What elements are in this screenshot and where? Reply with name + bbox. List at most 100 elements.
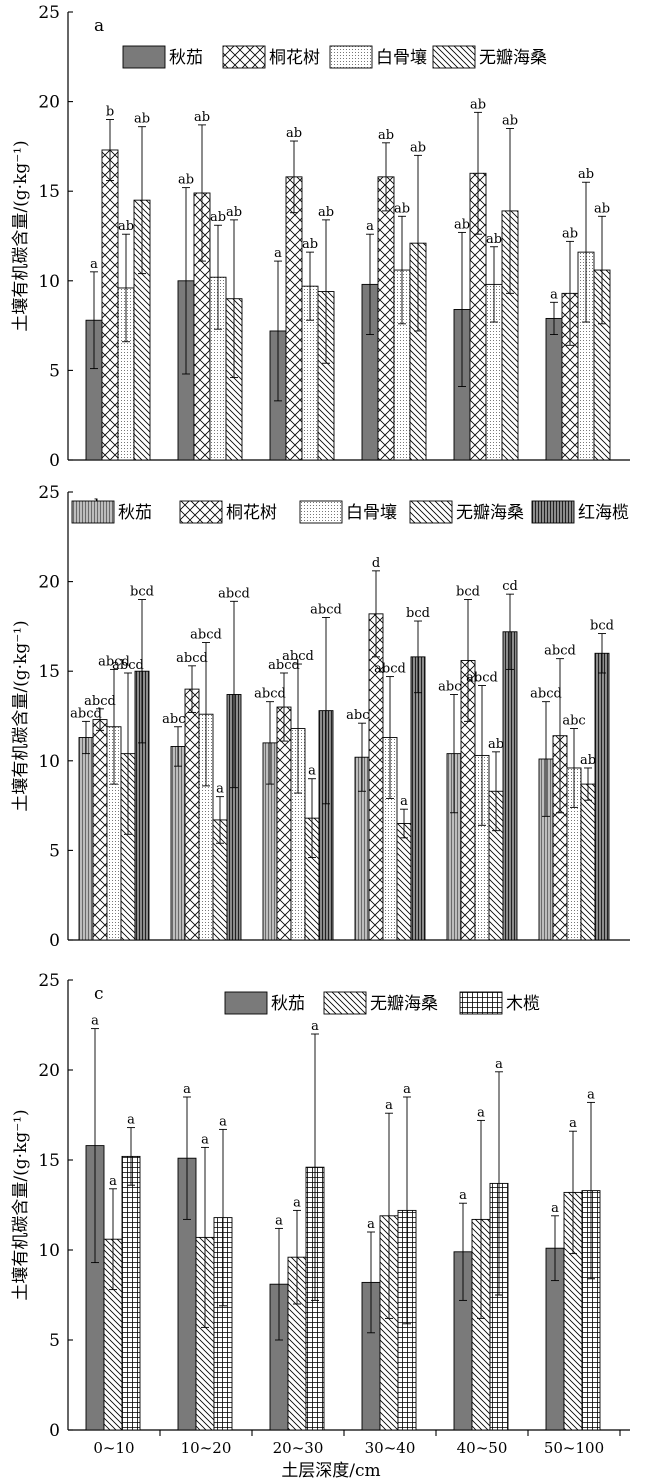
- bar: [92, 719, 108, 941]
- significance-label: ab: [318, 205, 334, 220]
- legend-swatch: [432, 45, 476, 69]
- significance-label: a: [308, 764, 316, 779]
- x-tick-label: 10~20: [181, 1439, 232, 1457]
- legend-label: 秋茄: [169, 48, 203, 68]
- y-tick-label: 20: [38, 573, 60, 593]
- significance-label: a: [569, 1116, 577, 1131]
- significance-label: a: [403, 1082, 411, 1097]
- bar: [285, 176, 303, 461]
- legend-label: 秋茄: [118, 503, 152, 523]
- bar: [101, 149, 119, 461]
- significance-label: ab: [578, 167, 594, 182]
- significance-label: cd: [502, 579, 518, 594]
- significance-label: ab: [488, 737, 504, 752]
- legend-swatch: [329, 45, 373, 69]
- panel-label: c: [94, 984, 104, 1004]
- y-tick-label: 10: [38, 272, 60, 292]
- y-tick-label: 0: [49, 1421, 60, 1441]
- significance-label: ab: [502, 113, 518, 128]
- y-tick-label: 20: [38, 1061, 60, 1081]
- significance-label: abcd: [310, 602, 342, 617]
- legend-label: 白骨壤: [346, 502, 397, 523]
- significance-label: bcd: [590, 619, 614, 634]
- chart-panel-b: 0510152025土壤有机碳含量/(g·kg⁻¹)babcdabcdabcda…: [10, 483, 630, 951]
- y-axis-title: 土壤有机碳含量/(g·kg⁻¹): [10, 1109, 31, 1300]
- significance-label: ab: [194, 110, 210, 125]
- bar: [170, 746, 186, 941]
- significance-label: a: [550, 287, 558, 302]
- significance-label: a: [551, 1201, 559, 1216]
- significance-label: abcd: [544, 644, 576, 659]
- bar: [410, 656, 426, 941]
- legend-label: 无瓣海桑: [370, 994, 438, 1014]
- y-tick-label: 15: [38, 1151, 60, 1171]
- significance-label: ab: [210, 210, 226, 225]
- legend-swatch: [222, 45, 266, 69]
- x-axis-title: 土层深度/cm: [281, 1461, 380, 1481]
- x-tick-label: 0~10: [93, 1439, 134, 1457]
- significance-label: ab: [302, 237, 318, 252]
- y-tick-label: 10: [38, 1241, 60, 1261]
- legend-label: 无瓣海桑: [479, 48, 547, 68]
- significance-label: abc: [562, 714, 585, 729]
- legend-swatch: [459, 991, 503, 1015]
- significance-label: abcd: [282, 649, 314, 664]
- significance-label: abcd: [268, 658, 300, 673]
- significance-label: a: [183, 1082, 191, 1097]
- significance-label: ab: [134, 112, 150, 127]
- significance-label: bcd: [406, 606, 430, 621]
- y-axis-title: 土壤有机碳含量/(g·kg⁻¹): [10, 620, 31, 811]
- significance-label: ab: [378, 128, 394, 143]
- significance-label: bcd: [456, 585, 480, 600]
- y-tick-label: 0: [49, 451, 60, 471]
- significance-label: a: [385, 1098, 393, 1113]
- significance-label: a: [274, 246, 282, 261]
- significance-label: abcd: [112, 658, 144, 673]
- bar: [377, 176, 395, 461]
- legend-swatch: [299, 500, 343, 524]
- significance-label: a: [91, 1014, 99, 1029]
- significance-label: ab: [178, 173, 194, 188]
- significance-label: a: [311, 1019, 319, 1034]
- significance-label: abcd: [190, 628, 222, 643]
- significance-label: abcd: [84, 694, 116, 709]
- x-tick-label: 30~40: [365, 1439, 416, 1457]
- significance-label: ab: [562, 226, 578, 241]
- significance-label: ab: [486, 232, 502, 247]
- bar: [545, 317, 563, 461]
- bar: [594, 652, 610, 941]
- significance-label: ab: [226, 205, 242, 220]
- x-tick-label: 20~30: [273, 1439, 324, 1457]
- y-tick-label: 20: [38, 93, 60, 113]
- legend-label: 白骨壤: [376, 47, 427, 68]
- significance-label: a: [495, 1057, 503, 1072]
- legend-swatch: [531, 500, 575, 524]
- legend-swatch: [179, 500, 223, 524]
- significance-label: ab: [454, 217, 470, 232]
- y-axis-title: 土壤有机碳含量/(g·kg⁻¹): [10, 140, 31, 331]
- significance-label: ab: [594, 201, 610, 216]
- significance-label: a: [587, 1087, 595, 1102]
- y-tick-label: 5: [49, 1331, 60, 1351]
- y-tick-label: 25: [38, 483, 60, 503]
- bar: [78, 737, 94, 941]
- significance-label: a: [275, 1213, 283, 1228]
- bar: [580, 783, 596, 941]
- y-tick-label: 15: [38, 662, 60, 682]
- y-tick-label: 5: [49, 841, 60, 861]
- significance-label: b: [106, 105, 114, 120]
- significance-label: abcd: [218, 586, 250, 601]
- significance-label: a: [366, 219, 374, 234]
- bar: [184, 688, 200, 941]
- legend-swatch: [122, 45, 166, 69]
- significance-label: a: [459, 1188, 467, 1203]
- bar: [502, 631, 518, 941]
- y-tick-label: 25: [38, 3, 60, 23]
- chart-panel-c: 0 5 10 15 20 25 0~10 10~20 20~30 30~40 40~50 50~100…: [10, 971, 630, 1481]
- significance-label: a: [477, 1105, 485, 1120]
- significance-label: a: [400, 794, 408, 809]
- panel-label: a: [94, 16, 104, 36]
- significance-label: ab: [410, 140, 426, 155]
- y-tick-label: 0: [49, 931, 60, 951]
